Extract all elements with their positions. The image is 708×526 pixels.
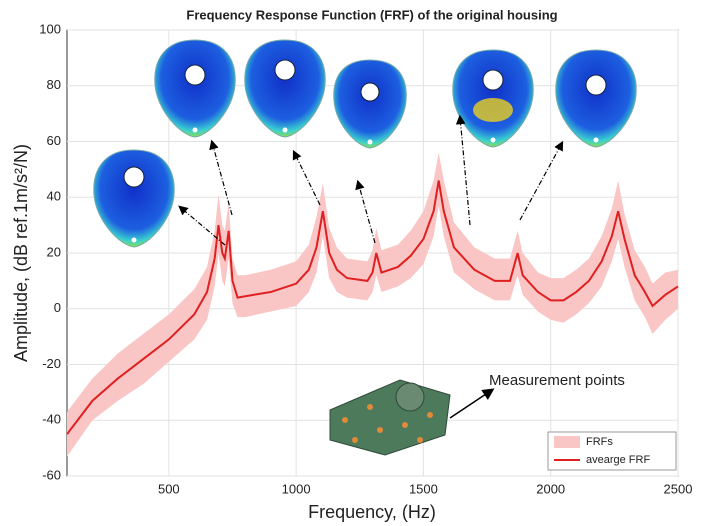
- mode-shape-insets: [93, 39, 637, 456]
- x-axis-label: Frequency, (Hz): [308, 502, 436, 522]
- y-tick-label: 80: [47, 77, 61, 92]
- x-tick-label: 2000: [536, 481, 565, 496]
- y-tick-label: 60: [47, 133, 61, 148]
- y-tick-label: 0: [54, 300, 61, 315]
- y-tick-label: 100: [39, 21, 61, 36]
- y-tick-label: -60: [42, 467, 61, 482]
- y-tick-label: -40: [42, 412, 61, 427]
- x-tick-label: 1000: [282, 481, 311, 496]
- legend-label: FRFs: [586, 436, 613, 448]
- x-tick-label: 500: [158, 481, 180, 496]
- y-axis-label: Amplitude, (dB ref.1m/s²/N): [11, 144, 31, 362]
- chart-title: Frequency Response Function (FRF) of the…: [186, 7, 557, 22]
- legend-swatch: [554, 436, 580, 448]
- legend-label: avearge FRF: [586, 454, 650, 466]
- y-tick-label: 20: [47, 244, 61, 259]
- x-tick-label: 1500: [409, 481, 438, 496]
- y-tick-label: -20: [42, 356, 61, 371]
- average-line: [66, 180, 679, 435]
- y-tick-label: 40: [47, 189, 61, 204]
- x-tick-label: 2500: [664, 481, 693, 496]
- annotation: Measurement points: [489, 372, 625, 389]
